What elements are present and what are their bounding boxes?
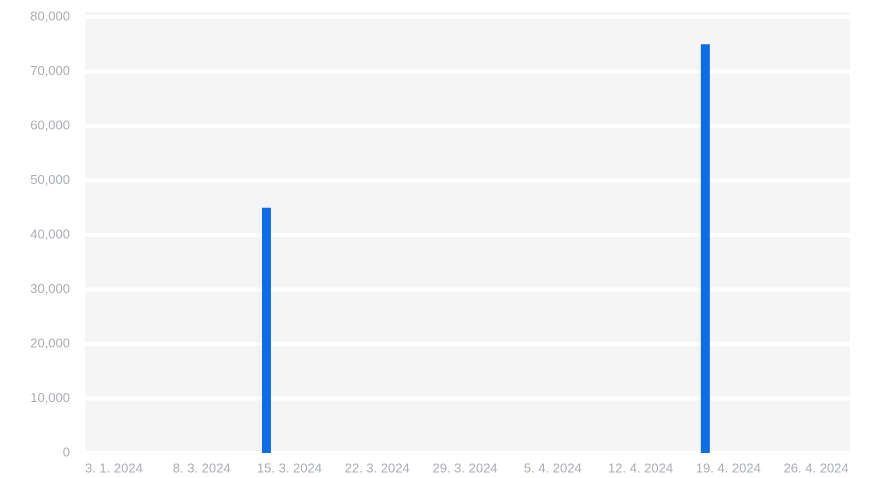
x-tick-label: 12. 4. 2024 <box>608 460 673 475</box>
y-tick-label: 20,000 <box>30 335 70 350</box>
y-tick-label: 10,000 <box>30 390 70 405</box>
y-tick-label: 80,000 <box>30 8 70 23</box>
x-tick-label: 8. 3. 2024 <box>173 460 231 475</box>
x-tick-label: 19. 4. 2024 <box>696 460 761 475</box>
y-tick-label: 0 <box>63 444 70 459</box>
x-tick-label: 22. 3. 2024 <box>345 460 410 475</box>
x-tick-label: 5. 4. 2024 <box>524 460 582 475</box>
y-tick-label: 30,000 <box>30 281 70 296</box>
x-tick-label: 15. 3. 2024 <box>257 460 322 475</box>
bar <box>700 44 710 453</box>
y-tick-label: 50,000 <box>30 172 70 187</box>
y-tick-label: 70,000 <box>30 63 70 78</box>
y-tick-label: 40,000 <box>30 226 70 241</box>
bar <box>261 207 271 453</box>
x-tick-label: 29. 3. 2024 <box>432 460 497 475</box>
y-tick-label: 60,000 <box>30 117 70 132</box>
x-tick-label: 26. 4. 2024 <box>784 460 849 475</box>
x-tick-label: 3. 1. 2024 <box>85 460 143 475</box>
